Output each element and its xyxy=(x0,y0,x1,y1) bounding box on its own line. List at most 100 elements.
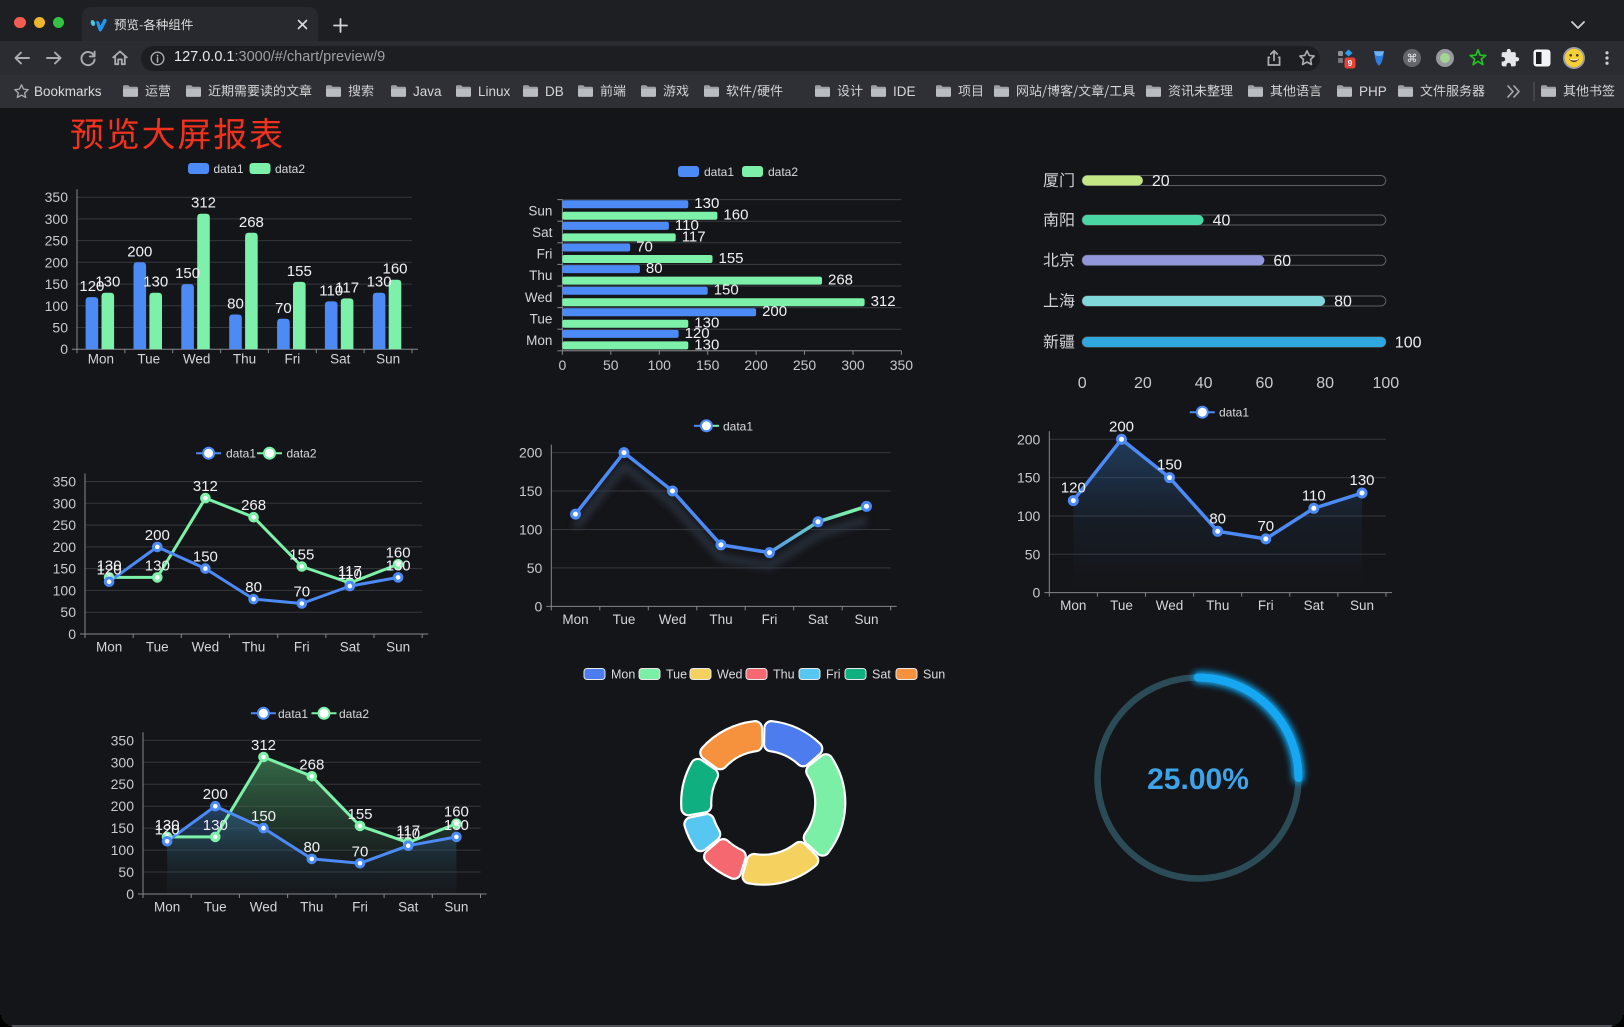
svg-text:120: 120 xyxy=(155,821,180,838)
svg-text:80: 80 xyxy=(646,260,663,277)
svg-text:150: 150 xyxy=(251,808,276,825)
svg-text:80: 80 xyxy=(227,296,244,313)
svg-text:50: 50 xyxy=(527,560,543,576)
svg-text:Sun: Sun xyxy=(444,900,468,915)
svg-text:data1: data1 xyxy=(226,447,256,461)
svg-text:130: 130 xyxy=(694,195,719,212)
svg-text:Tue: Tue xyxy=(613,612,636,627)
svg-text:Mon: Mon xyxy=(526,333,552,348)
svg-text:300: 300 xyxy=(53,495,77,511)
svg-text:Wed: Wed xyxy=(717,668,743,682)
svg-text:0: 0 xyxy=(68,626,76,642)
svg-text:130: 130 xyxy=(97,557,122,574)
svg-text:117: 117 xyxy=(682,228,706,245)
svg-text:130: 130 xyxy=(203,817,228,834)
svg-text:Fri: Fri xyxy=(762,612,778,627)
svg-text:0: 0 xyxy=(60,341,68,357)
svg-text:200: 200 xyxy=(111,798,135,814)
svg-text:130: 130 xyxy=(444,817,469,834)
svg-text:100: 100 xyxy=(53,582,77,598)
svg-text:155: 155 xyxy=(347,806,372,823)
svg-text:268: 268 xyxy=(241,497,266,514)
svg-text:80: 80 xyxy=(1209,510,1226,527)
svg-text:80: 80 xyxy=(303,839,320,856)
svg-text:data1: data1 xyxy=(704,165,734,179)
svg-text:200: 200 xyxy=(1109,418,1134,435)
svg-text:350: 350 xyxy=(45,189,69,205)
svg-text:Fri: Fri xyxy=(1258,598,1274,613)
svg-text:Sun: Sun xyxy=(1350,598,1374,613)
svg-text:250: 250 xyxy=(111,776,135,792)
svg-text:data1: data1 xyxy=(278,707,308,721)
svg-text:data2: data2 xyxy=(339,707,369,721)
svg-text:250: 250 xyxy=(53,517,77,533)
svg-text:data2: data2 xyxy=(275,162,305,176)
svg-text:100: 100 xyxy=(519,522,543,538)
svg-text:350: 350 xyxy=(111,732,135,748)
svg-text:60: 60 xyxy=(1273,253,1291,270)
svg-text:200: 200 xyxy=(53,539,77,555)
svg-text:100: 100 xyxy=(648,357,672,373)
svg-text:Thu: Thu xyxy=(1206,598,1229,613)
svg-text:Thu: Thu xyxy=(242,640,265,655)
svg-text:Mon: Mon xyxy=(88,352,114,367)
svg-text:Tue: Tue xyxy=(146,640,169,655)
svg-text:160: 160 xyxy=(386,544,411,561)
svg-text:120: 120 xyxy=(79,278,104,295)
svg-text:200: 200 xyxy=(519,445,543,461)
svg-text:80: 80 xyxy=(1316,375,1334,392)
svg-text:data1: data1 xyxy=(723,419,753,433)
svg-text:Sat: Sat xyxy=(398,900,419,915)
svg-text:Sat: Sat xyxy=(532,225,553,240)
svg-text:250: 250 xyxy=(45,233,69,249)
svg-text:50: 50 xyxy=(52,320,68,336)
svg-text:100: 100 xyxy=(45,298,69,314)
svg-text:Mon: Mon xyxy=(1060,598,1086,613)
svg-text:160: 160 xyxy=(723,207,748,224)
svg-text:data1: data1 xyxy=(1219,406,1249,420)
svg-text:130: 130 xyxy=(155,817,180,834)
svg-text:Wed: Wed xyxy=(183,352,211,367)
svg-text:200: 200 xyxy=(744,357,768,373)
svg-text:130: 130 xyxy=(694,315,719,332)
svg-text:312: 312 xyxy=(251,737,276,754)
svg-text:Sun: Sun xyxy=(528,203,552,218)
svg-text:Sat: Sat xyxy=(872,668,891,682)
svg-text:0: 0 xyxy=(559,357,567,373)
svg-text:50: 50 xyxy=(118,864,134,880)
svg-text:Wed: Wed xyxy=(1156,598,1184,613)
svg-text:40: 40 xyxy=(1195,375,1213,392)
svg-text:Sat: Sat xyxy=(340,640,361,655)
svg-text:80: 80 xyxy=(245,579,262,596)
svg-text:data1: data1 xyxy=(214,162,244,176)
svg-text:data2: data2 xyxy=(768,165,798,179)
svg-text:117: 117 xyxy=(338,563,362,580)
svg-text:117: 117 xyxy=(335,279,359,296)
svg-text:300: 300 xyxy=(45,211,69,227)
svg-text:110: 110 xyxy=(675,217,699,234)
svg-text:80: 80 xyxy=(1334,294,1352,311)
svg-text:20: 20 xyxy=(1152,173,1170,190)
svg-text:160: 160 xyxy=(444,804,469,821)
svg-text:312: 312 xyxy=(191,195,216,212)
svg-text:Mon: Mon xyxy=(154,900,180,915)
svg-text:Sun: Sun xyxy=(923,668,945,682)
svg-text:Tue: Tue xyxy=(204,900,227,915)
svg-text:100: 100 xyxy=(1372,375,1399,392)
svg-text:312: 312 xyxy=(871,293,896,310)
svg-text:200: 200 xyxy=(45,254,69,270)
svg-text:120: 120 xyxy=(97,562,122,579)
svg-text:110: 110 xyxy=(1302,487,1326,504)
svg-text:160: 160 xyxy=(382,261,407,278)
svg-text:50: 50 xyxy=(1025,546,1041,562)
svg-text:150: 150 xyxy=(1017,470,1041,486)
svg-text:100: 100 xyxy=(1017,508,1041,524)
svg-text:Mon: Mon xyxy=(96,640,122,655)
svg-text:0: 0 xyxy=(535,598,543,614)
svg-text:Fri: Fri xyxy=(285,352,301,367)
svg-text:Thu: Thu xyxy=(529,268,552,283)
svg-text:268: 268 xyxy=(299,756,324,773)
svg-text:⌘: ⌘ xyxy=(1407,53,1418,65)
svg-text:Thu: Thu xyxy=(300,900,323,915)
svg-text:300: 300 xyxy=(111,754,135,770)
